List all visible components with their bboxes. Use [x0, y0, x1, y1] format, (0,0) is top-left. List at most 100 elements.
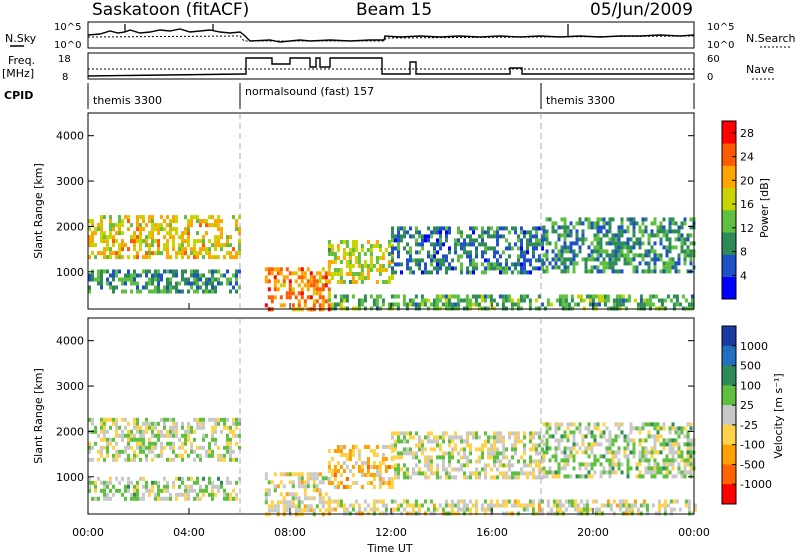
- velocity-echo-cell-6: [683, 434, 687, 439]
- power-echo-cell-6: [596, 217, 600, 222]
- power-echo-cell-0: [118, 251, 121, 256]
- power-echo-cell-4: [363, 294, 367, 299]
- velocity-echo-cell-0: [229, 449, 232, 454]
- velocity-echo-cell-5: [415, 443, 418, 448]
- power-echo-cell-6: [656, 229, 660, 234]
- power-echo-cell-0: [214, 235, 217, 240]
- power-echo-cell-4: [372, 302, 376, 307]
- power-echo-cell-5: [526, 270, 529, 275]
- power-echo-cell-1: [187, 281, 190, 286]
- power-echo-cell-0: [217, 215, 220, 220]
- velocity-echo-cell-1: [229, 480, 232, 485]
- power-echo-cell-4: [660, 298, 664, 303]
- power-echo-cell-5: [481, 270, 484, 275]
- power-echo-cell-2: [318, 291, 322, 296]
- power-echo-cell-5: [502, 250, 505, 255]
- power-echo-cell-5: [427, 250, 430, 255]
- power-echo-cell-4: [564, 294, 568, 299]
- velocity-echo-cell-5: [505, 455, 508, 460]
- velocity-echo-cell-5: [421, 443, 424, 448]
- velocity-echo-cell-4: [642, 499, 646, 504]
- power-echo-cell-0: [124, 243, 127, 248]
- velocity-echo-cell-6: [671, 446, 675, 451]
- power-echo-cell-6: [563, 241, 567, 246]
- velocity-y-tick-label: 2000: [56, 425, 84, 438]
- power-echo-cell-6: [596, 225, 600, 230]
- velocity-echo-cell-0: [91, 445, 94, 450]
- velocity-echo-cell-6: [605, 458, 609, 463]
- velocity-echo-cell-4: [564, 507, 568, 512]
- velocity-echo-cell-1: [157, 492, 160, 497]
- velocity-colorbar-swatch: [722, 385, 736, 406]
- velocity-echo-cell-6: [638, 474, 642, 479]
- velocity-echo-cell-6: [632, 450, 636, 455]
- velocity-echo-cell-6: [653, 470, 657, 475]
- velocity-echo-cell-0: [130, 445, 133, 450]
- power-echo-cell-3: [348, 280, 352, 284]
- velocity-echo-cell-5: [397, 463, 400, 468]
- power-echo-cell-3: [375, 280, 379, 284]
- velocity-echo-cell-5: [538, 431, 541, 436]
- power-echo-cell-0: [238, 231, 241, 236]
- velocity-echo-cell-4: [414, 499, 418, 504]
- power-echo-cell-2: [303, 275, 307, 280]
- velocity-echo-cell-5: [466, 463, 469, 468]
- power-echo-cell-3: [369, 264, 373, 268]
- velocity-echo-cell-5: [508, 463, 511, 468]
- power-echo-cell-6: [548, 241, 552, 246]
- velocity-echo-cell-5: [430, 431, 433, 436]
- power-echo-cell-1: [196, 285, 199, 290]
- velocity-echo-cell-5: [514, 475, 517, 480]
- power-echo-cell-0: [235, 227, 238, 232]
- velocity-echo-cell-6: [677, 434, 681, 439]
- velocity-echo-cell-2: [318, 500, 322, 505]
- power-echo-cell-4: [621, 298, 625, 303]
- power-echo-cell-6: [662, 265, 666, 270]
- velocity-echo-cell-6: [554, 474, 558, 479]
- velocity-echo-cell-2: [327, 496, 331, 501]
- power-echo-cell-4: [468, 298, 472, 303]
- velocity-echo-cell-0: [133, 457, 136, 462]
- velocity-echo-cell-5: [433, 471, 436, 476]
- velocity-echo-cell-6: [557, 442, 561, 447]
- velocity-echo-cell-4: [687, 507, 691, 512]
- velocity-echo-cell-0: [115, 449, 118, 454]
- velocity-echo-cell-1: [178, 476, 181, 481]
- velocity-echo-cell-6: [542, 458, 546, 463]
- power-echo-cell-0: [154, 239, 157, 244]
- power-echo-cell-0: [226, 251, 229, 256]
- velocity-echo-cell-4: [555, 503, 559, 508]
- velocity-echo-cell-5: [457, 451, 460, 456]
- velocity-echo-cell-0: [142, 421, 145, 426]
- velocity-echo-cell-6: [662, 438, 666, 443]
- velocity-echo-cell-4: [489, 503, 493, 508]
- velocity-echo-cell-3: [360, 465, 364, 469]
- velocity-echo-cell-3: [387, 485, 391, 489]
- velocity-echo-cell-3: [378, 485, 382, 489]
- power-echo-cell-5: [406, 250, 409, 255]
- velocity-echo-cell-5: [436, 463, 439, 468]
- power-echo-cell-4: [672, 302, 676, 307]
- power-echo-cell-5: [523, 262, 526, 267]
- velocity-echo-cell-2: [282, 504, 286, 509]
- velocity-echo-cell-5: [496, 455, 499, 460]
- power-echo-cell-2: [315, 279, 319, 284]
- power-echo-cell-0: [148, 235, 151, 240]
- power-echo-cell-3: [345, 272, 349, 276]
- velocity-echo-cell-3: [369, 473, 373, 477]
- velocity-echo-cell-4: [483, 499, 487, 504]
- velocity-echo-cell-6: [623, 446, 627, 451]
- velocity-echo-cell-4: [651, 503, 655, 508]
- velocity-echo-cell-5: [463, 463, 466, 468]
- power-echo-cell-3: [336, 256, 340, 260]
- power-echo-cell-3: [384, 248, 388, 252]
- velocity-echo-cell-2: [276, 484, 280, 489]
- power-echo-cell-5: [436, 230, 439, 235]
- velocity-echo-cell-1: [130, 496, 133, 501]
- power-echo-cell-6: [548, 217, 552, 222]
- velocity-echo-cell-0: [208, 453, 211, 458]
- velocity-echo-cell-4: [519, 503, 523, 508]
- velocity-echo-cell-5: [394, 443, 397, 448]
- velocity-echo-cell-3: [351, 481, 355, 485]
- velocity-echo-cell-3: [354, 445, 358, 449]
